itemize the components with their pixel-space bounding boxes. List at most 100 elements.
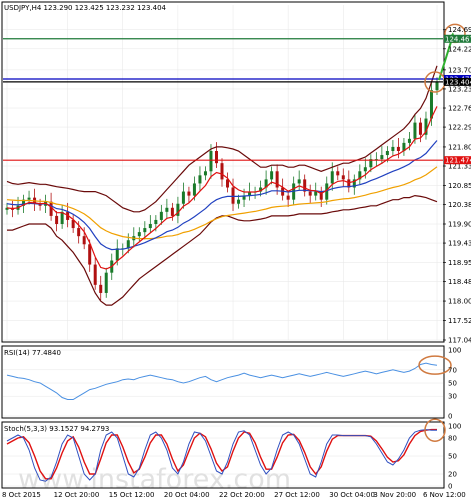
candle-body	[192, 183, 196, 196]
candle-body	[413, 122, 417, 139]
candle-body	[154, 219, 158, 225]
x-tick-label: 22 Oct 20:00	[219, 491, 265, 499]
candle-body	[99, 284, 103, 293]
stoch-tick-label: 50	[448, 453, 457, 461]
rsi-line	[6, 362, 438, 400]
main-panel-frame	[1, 1, 445, 343]
candle-body	[214, 151, 218, 164]
candle-body	[77, 228, 81, 237]
candle-body	[27, 197, 31, 200]
y-tick-label: 119.900	[448, 221, 471, 229]
candle-body	[358, 171, 362, 180]
y-tick-label: 121.800	[448, 143, 471, 151]
candle-body	[385, 151, 389, 156]
candle-body	[336, 171, 340, 176]
candle-body	[170, 207, 174, 216]
x-tick-label: 12 Oct 20:00	[54, 491, 100, 499]
y-tick-label: 118.000	[448, 298, 471, 306]
y-tick-label: 118.950	[448, 259, 471, 267]
stoch-main-line	[6, 429, 437, 482]
x-tick-label: 15 Oct 12:00	[109, 491, 155, 499]
x-tick-label: 8 Oct 2015	[2, 491, 41, 499]
bollinger-upper	[6, 65, 438, 213]
y-tick-label: 117.520	[448, 317, 471, 325]
candle-body	[424, 118, 428, 135]
candle-body	[137, 232, 141, 237]
candle-body	[22, 199, 26, 206]
ma-red	[6, 106, 438, 270]
candle-body	[209, 151, 213, 172]
candle-body	[181, 191, 185, 204]
candle-body	[308, 191, 312, 196]
x-tick-label: 20 Oct 04:00	[164, 491, 210, 499]
candle-body	[126, 240, 130, 249]
y-tick-label: 124.220	[448, 45, 471, 53]
candle-body	[380, 155, 384, 160]
candle-body	[248, 191, 252, 196]
candle-body	[407, 138, 411, 143]
candle-body	[5, 207, 9, 210]
candle-body	[88, 244, 92, 265]
price-tag	[444, 34, 471, 43]
candle-body	[435, 82, 439, 91]
candle-body	[242, 195, 246, 200]
candle-body	[148, 224, 152, 229]
y-tick-label: 119.430	[448, 240, 471, 248]
rsi-tick-label: 0	[448, 413, 452, 421]
candle-body	[203, 171, 207, 176]
rsi-tick-label: 50	[448, 380, 457, 388]
candle-body	[176, 203, 180, 216]
candle-body	[159, 211, 163, 220]
y-tick-label: 121.330	[448, 163, 471, 171]
candle-body	[314, 191, 318, 196]
candle-body	[165, 207, 169, 212]
candle-body	[82, 236, 86, 245]
y-tick-label: 117.040	[448, 337, 471, 345]
candle-body	[391, 146, 395, 152]
y-tick-label: 123.230	[448, 85, 471, 93]
ma-orange	[6, 166, 438, 240]
x-tick-label: 27 Oct 12:00	[274, 491, 320, 499]
y-tick-label: 120.850	[448, 182, 471, 190]
candle-body	[297, 179, 301, 184]
candle-body	[396, 146, 400, 152]
price-tag	[444, 156, 471, 165]
price-tag	[444, 77, 471, 86]
candle-body	[330, 171, 334, 184]
candle-body	[270, 171, 274, 180]
ma-blue	[6, 140, 438, 251]
candle-body	[226, 179, 230, 188]
rsi-tick-label: 100	[448, 347, 461, 355]
candle-body	[402, 142, 406, 152]
candle-body	[418, 122, 422, 135]
candle-body	[55, 215, 59, 225]
candle-body	[143, 228, 147, 233]
candle-body	[237, 199, 241, 204]
price-tag-label: 123.404	[445, 78, 471, 86]
rsi-title: RSI(14) 77.4840	[4, 349, 61, 357]
candle-body	[231, 187, 235, 204]
stoch-tick-label: 0	[448, 483, 452, 491]
candle-body	[352, 179, 356, 188]
candle-body	[71, 219, 75, 229]
candle-body	[325, 183, 329, 200]
candle-body	[93, 264, 97, 285]
candle-body	[429, 90, 433, 119]
stoch-tick-label: 80	[448, 435, 457, 443]
rsi-tick-label: 70	[448, 366, 457, 374]
y-tick-label: 123.700	[448, 66, 471, 74]
watermark: www.instaforex.com	[18, 464, 291, 495]
candle-body	[264, 179, 268, 188]
stoch-title: Stoch(5,3,3) 93.1527 94.2793	[4, 425, 109, 433]
y-tick-label: 118.480	[448, 278, 471, 286]
candle-body	[275, 171, 279, 188]
price-tag-label: 124.467	[445, 35, 471, 43]
candle-body	[259, 187, 263, 192]
price-tag-label: 121.474	[445, 157, 471, 165]
projection-arrow	[438, 35, 454, 81]
rsi-tick-label: 30	[448, 393, 457, 401]
rsi-circle	[418, 355, 452, 375]
candle-body	[49, 201, 53, 216]
candle-body	[187, 191, 191, 196]
